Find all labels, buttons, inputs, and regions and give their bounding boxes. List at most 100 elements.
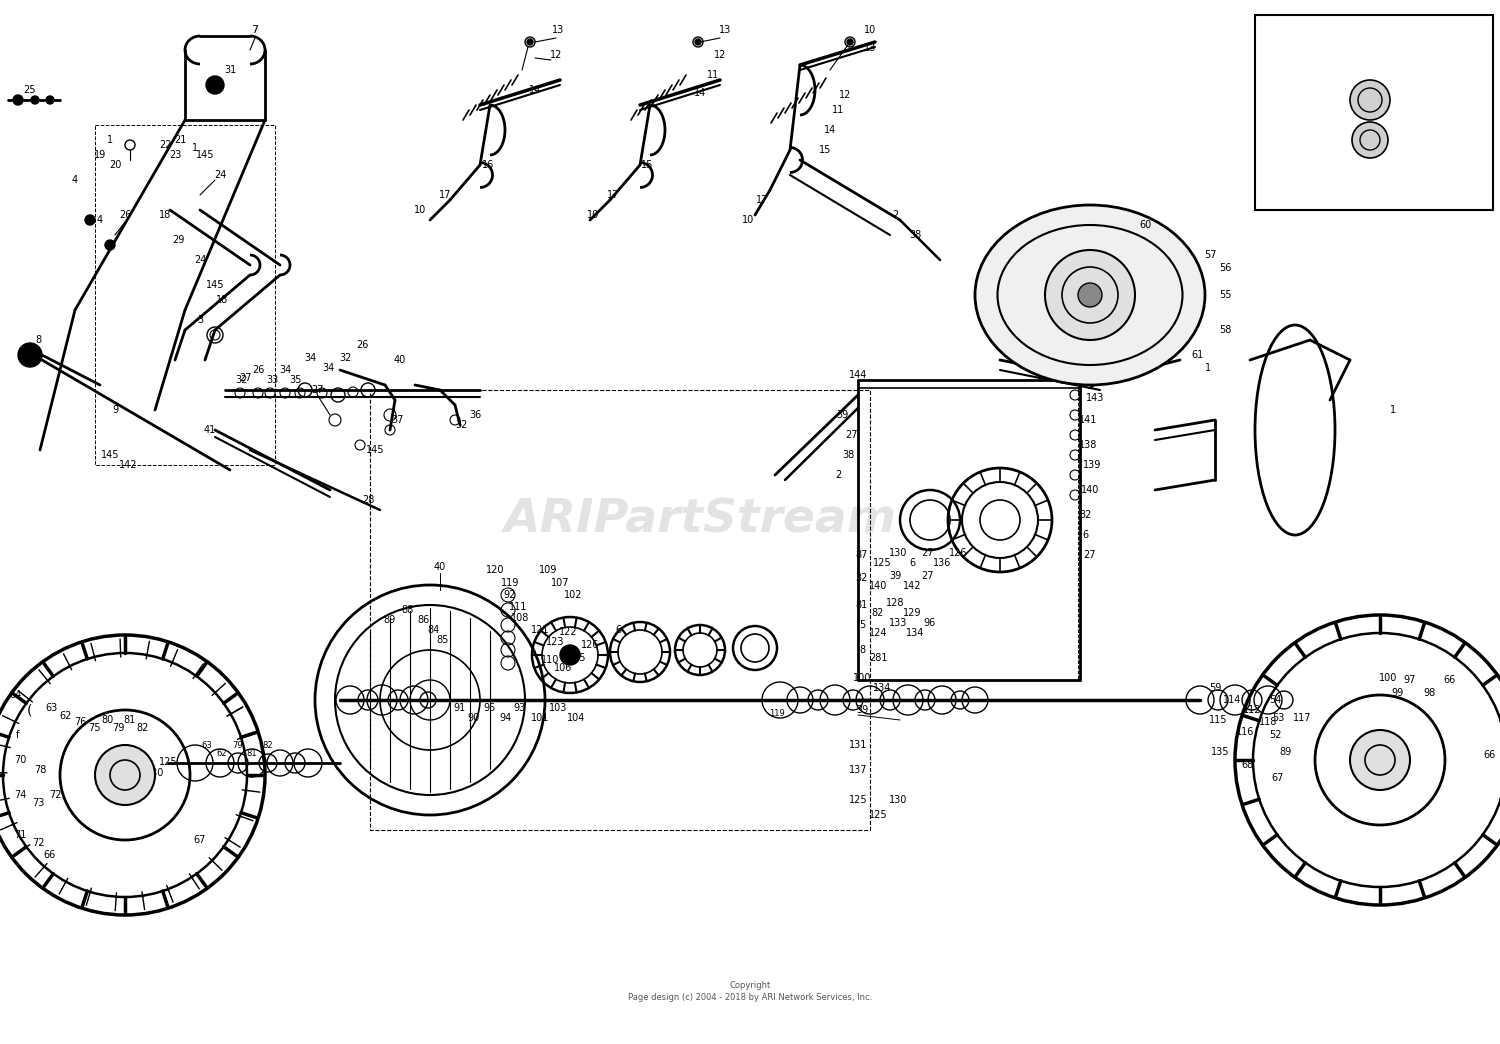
Text: 91: 91 [454,703,466,713]
Text: 32: 32 [456,420,468,430]
Circle shape [46,96,54,104]
Text: 144: 144 [849,370,867,380]
Text: 24: 24 [214,170,226,180]
Text: 36: 36 [470,410,482,420]
Text: 17: 17 [756,195,768,205]
Text: 58: 58 [1220,325,1232,335]
Text: 26: 26 [252,365,264,375]
Text: 122: 122 [558,627,578,637]
Text: 18: 18 [159,210,171,220]
Text: 2: 2 [892,210,898,220]
Text: 11: 11 [833,105,844,115]
Text: 126: 126 [580,640,598,650]
Circle shape [560,645,580,665]
Text: 40: 40 [394,355,406,365]
Text: 3: 3 [196,315,202,325]
Text: 6: 6 [1082,530,1088,540]
Text: 142: 142 [903,582,921,591]
Text: 13: 13 [864,43,876,53]
Text: 57: 57 [1203,250,1216,260]
Text: 76: 76 [74,717,86,727]
Text: 41: 41 [204,425,216,435]
Text: 31: 31 [224,65,236,75]
Text: 12: 12 [714,50,726,60]
Text: 104: 104 [567,713,585,723]
Text: 131: 131 [849,740,867,750]
Text: 78: 78 [34,765,46,775]
Text: 118: 118 [1258,717,1276,727]
Text: 38: 38 [909,230,921,240]
Text: 14: 14 [530,85,542,95]
Text: 62: 62 [216,749,228,758]
Text: 5: 5 [859,620,865,630]
Text: 98: 98 [1424,688,1436,698]
Text: 17: 17 [440,190,452,200]
Circle shape [1350,80,1390,120]
Text: 111: 111 [509,602,526,612]
Text: 48: 48 [1346,37,1358,47]
Text: 27: 27 [921,548,934,557]
Text: 125: 125 [849,794,867,805]
Text: 133: 133 [890,618,908,628]
Text: 134: 134 [906,628,924,638]
Text: 136: 136 [933,557,951,568]
Text: 39: 39 [890,571,902,582]
Text: 27: 27 [238,373,250,383]
Text: 42: 42 [1274,75,1286,85]
Text: 56: 56 [1220,263,1232,272]
Text: 101: 101 [531,713,549,723]
Text: 89: 89 [384,615,396,625]
Text: 32: 32 [1078,511,1090,520]
Text: 141: 141 [1078,416,1096,425]
Text: 15: 15 [640,160,652,170]
Text: 145: 145 [100,450,120,460]
Text: 27: 27 [312,385,324,395]
Text: 119: 119 [501,578,519,588]
Text: 45: 45 [1426,105,1438,115]
Text: 11: 11 [706,70,718,80]
Text: 55: 55 [1218,290,1231,300]
Text: 59: 59 [1209,683,1221,693]
Text: 66: 66 [1444,675,1456,685]
Text: 66: 66 [44,850,55,860]
Text: 137: 137 [849,765,867,775]
Text: 16: 16 [482,160,494,170]
Text: 95: 95 [484,703,496,713]
Text: Copyright: Copyright [729,980,771,990]
Text: 34: 34 [279,365,291,375]
Circle shape [18,343,42,367]
Text: 112: 112 [1242,705,1262,715]
Text: 63: 63 [46,703,58,713]
Text: 73: 73 [32,798,44,808]
Text: 102: 102 [564,590,582,600]
Text: 1: 1 [106,135,112,145]
Text: 86: 86 [417,615,429,625]
Text: 35: 35 [290,375,302,385]
Text: 17: 17 [608,190,619,200]
Text: 143: 143 [1086,393,1104,403]
Text: 108: 108 [512,613,530,623]
Text: 46: 46 [1426,125,1438,135]
Text: 142: 142 [118,460,138,470]
Text: 1: 1 [1204,363,1210,373]
Text: 71: 71 [13,830,26,840]
Text: 125: 125 [159,757,177,767]
Circle shape [86,215,94,226]
Text: 87: 87 [856,550,868,560]
Circle shape [1078,283,1102,307]
Text: 12: 12 [550,50,562,60]
Text: Page design (c) 2004 - 2018 by ARI Network Services, Inc.: Page design (c) 2004 - 2018 by ARI Netwo… [628,993,872,1001]
Text: 72: 72 [32,838,45,848]
Text: 1: 1 [192,143,198,153]
Text: 32: 32 [236,375,248,385]
Text: 97: 97 [1404,675,1416,685]
Text: 281: 281 [868,652,888,663]
Text: 46: 46 [1378,37,1390,47]
Text: 44: 44 [1422,60,1434,70]
Text: 145: 145 [366,445,384,455]
Text: 79: 79 [232,740,243,750]
Circle shape [526,39,532,45]
Text: 27: 27 [1083,550,1096,560]
Text: 93: 93 [514,703,526,713]
Circle shape [13,95,22,105]
